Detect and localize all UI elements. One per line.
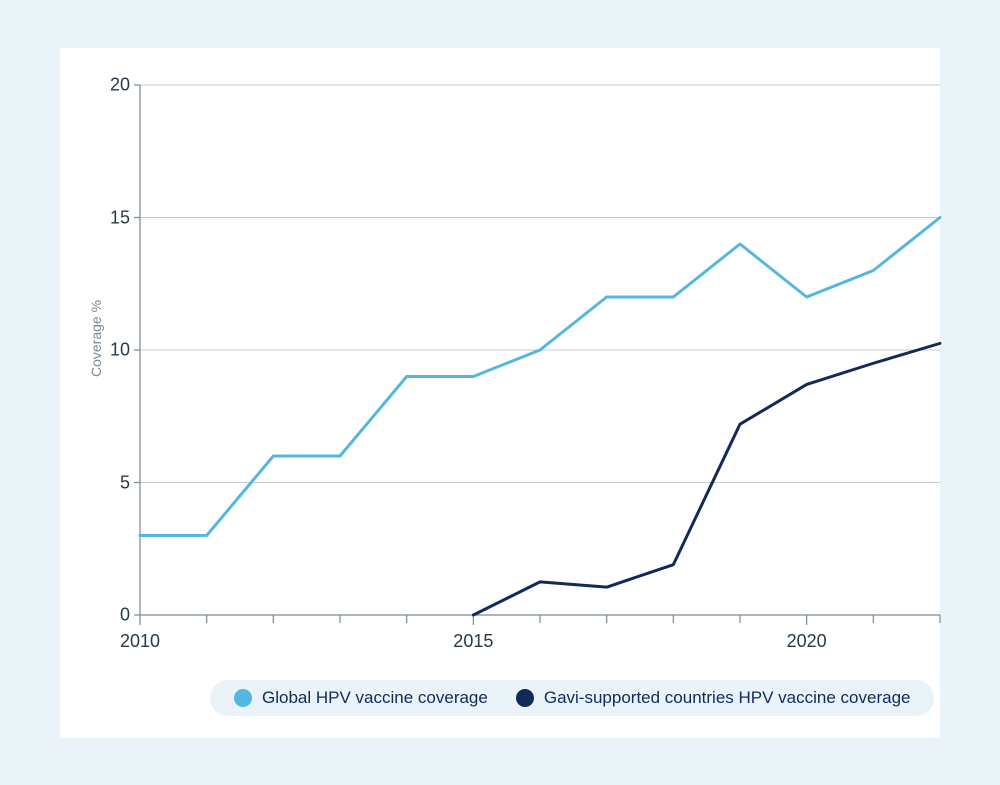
line-chart-svg	[120, 65, 960, 635]
legend-item: Gavi-supported countries HPV vaccine cov…	[516, 688, 911, 708]
y-axis-label: Coverage %	[88, 299, 104, 376]
series-line	[473, 343, 940, 615]
plot-area	[140, 85, 940, 615]
y-tick-label: 10	[102, 340, 130, 361]
x-tick-label: 2020	[787, 631, 827, 652]
x-tick-label: 2015	[453, 631, 493, 652]
legend-label: Gavi-supported countries HPV vaccine cov…	[544, 688, 911, 708]
legend-item: Global HPV vaccine coverage	[234, 688, 488, 708]
y-tick-label: 0	[102, 605, 130, 626]
y-tick-label: 5	[102, 472, 130, 493]
chart-legend: Global HPV vaccine coverage Gavi-supporte…	[210, 680, 934, 716]
legend-swatch	[516, 689, 534, 707]
series-line	[140, 218, 940, 536]
y-tick-label: 20	[102, 75, 130, 96]
chart-outer: 2010 2015 2020 0 5 10 15 20 Coverage % Global HPV…	[0, 0, 1000, 785]
y-tick-label: 15	[102, 207, 130, 228]
legend-label: Global HPV vaccine coverage	[262, 688, 488, 708]
x-tick-label: 2010	[120, 631, 160, 652]
legend-swatch	[234, 689, 252, 707]
